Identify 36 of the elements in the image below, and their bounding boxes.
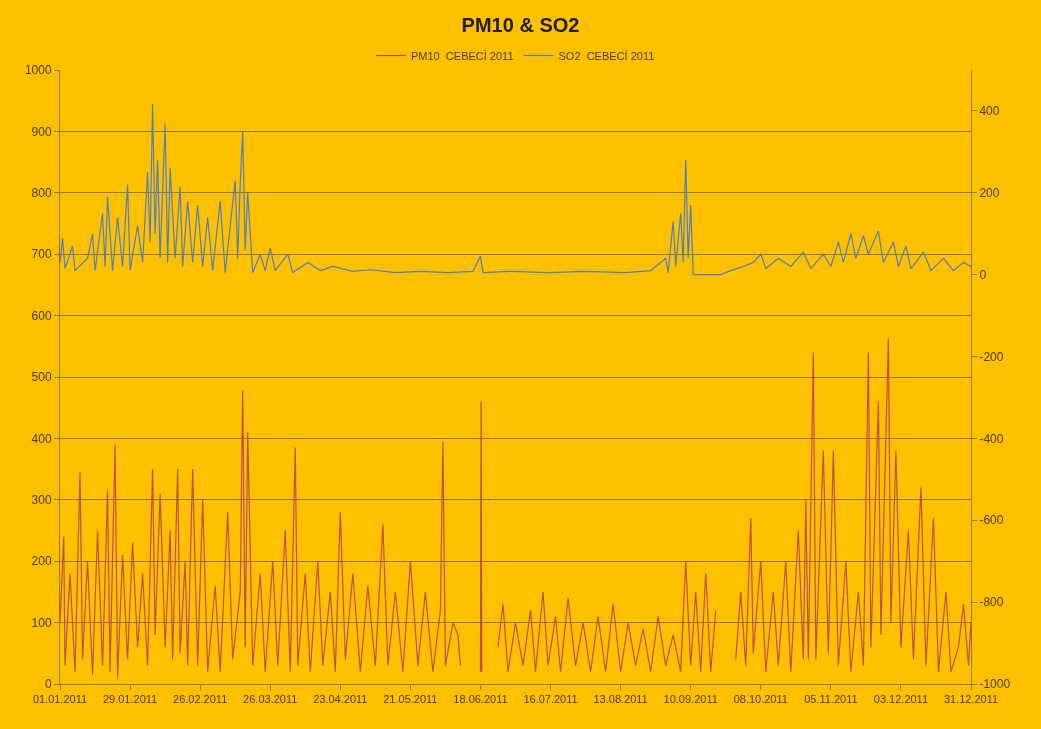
y2-tick-label: -600 (979, 513, 1004, 528)
y-tick-label: 700 (31, 247, 52, 262)
x-tick-label: 26.02.2011 (173, 693, 228, 706)
y2-tick-label: 400 (979, 104, 1000, 119)
y-tick-label: 0 (44, 677, 52, 692)
x-tick-label: 26.03.2011 (243, 693, 298, 706)
x-tick-label: 08.10.2011 (733, 693, 788, 706)
x-tick-label: 29.01.2011 (102, 693, 158, 706)
y-tick-label: 200 (31, 554, 52, 569)
y-tick-label: 300 (31, 493, 52, 507)
legend-label: SO2 CEBECİ 2011 (558, 49, 655, 62)
x-tick-label: 03.12.2011 (873, 693, 929, 706)
y-tick-label: 900 (31, 124, 52, 139)
y-tick-label: 400 (31, 431, 52, 446)
y-tick-label: 1000 (24, 63, 52, 78)
x-tick-label: 05.11.2011 (804, 693, 858, 706)
x-tick-label: 18.06.2011 (453, 693, 508, 706)
y2-tick-label: 0 (979, 267, 987, 282)
x-tick-label: 01.01.2011 (32, 693, 88, 706)
y2-tick-label: -200 (979, 349, 1004, 364)
x-tick-label: 21.05.2011 (383, 693, 438, 706)
y-tick-label: 100 (31, 615, 52, 630)
x-tick-label: 10.09.2011 (663, 693, 718, 706)
x-tick-label: 23.04.2011 (313, 693, 368, 706)
chart-title: PM10 & SO2 (461, 14, 580, 37)
x-tick-label: 13.08.2011 (593, 693, 648, 706)
y-tick-label: 800 (31, 186, 52, 200)
x-tick-label: 31.12.2011 (943, 693, 999, 706)
legend-label: PM10 CEBECİ 2011 (411, 49, 514, 62)
y2-tick-label: 200 (979, 186, 1000, 200)
y-tick-label: 600 (31, 308, 52, 323)
y-tick-label: 500 (31, 370, 52, 385)
y2-tick-label: -800 (979, 595, 1004, 610)
y2-tick-label: -400 (979, 431, 1004, 446)
x-tick-label: 16.07.2011 (523, 693, 578, 706)
y2-tick-label: -1000 (979, 677, 1011, 692)
